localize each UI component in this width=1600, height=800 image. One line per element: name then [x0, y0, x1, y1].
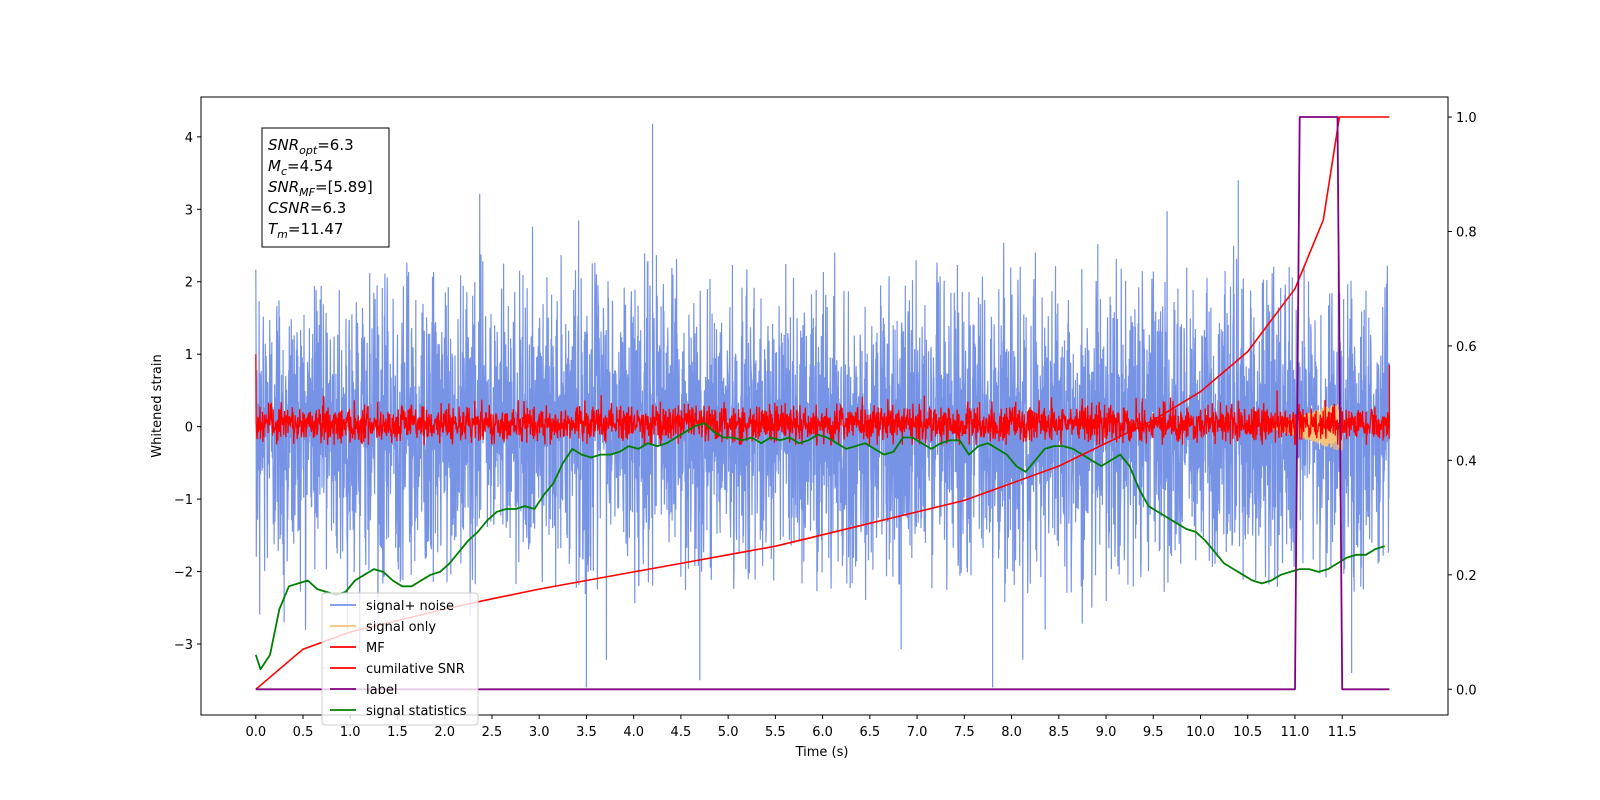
x-tick-label: 5.5: [765, 725, 786, 740]
x-tick-label: 1.0: [340, 725, 361, 740]
legend-entry: label: [330, 683, 397, 698]
x-tick-label: 0.0: [245, 725, 266, 740]
series-signal-statistics: [254, 422, 1385, 671]
y-tick-label: 2: [185, 276, 193, 291]
x-tick-label: 8.5: [1048, 725, 1069, 740]
legend: signal+ noise signal only MF cumilative SNR…: [321, 592, 479, 726]
legend-label: signal only: [366, 620, 436, 635]
legend-label: signal+ noise: [366, 599, 454, 614]
x-tick-label: 7.5: [954, 725, 975, 740]
y-tick-label: −1: [174, 493, 193, 508]
x-axis: 0.0 0.5 1.0 1.5 2.0 2.5 3.0 3.5 4.0 4.5 5.0 5.5 6.0 6…: [245, 715, 1357, 740]
y2-tick-label: 0.8: [1456, 225, 1477, 240]
info-box-line: Tm=11.47: [268, 220, 343, 241]
x-tick-label: 0.5: [293, 725, 314, 740]
x-tick-label: 2.5: [482, 725, 503, 740]
y-tick-label: 3: [185, 203, 193, 218]
y-tick-label: −2: [174, 566, 193, 581]
x-tick-label: 6.0: [812, 725, 833, 740]
x-tick-label: 8.0: [1001, 725, 1022, 740]
x-tick-label: 7.0: [907, 725, 928, 740]
x-tick-label: 1.5: [387, 725, 408, 740]
y2-tick-label: 0.6: [1456, 340, 1477, 355]
info-box-frame: [261, 127, 390, 248]
legend-entry: MF: [330, 641, 385, 656]
legend-entry: cumilative SNR: [330, 662, 465, 677]
info-box-line: SNRMF=[5.89]: [268, 178, 373, 199]
x-tick-label: 9.0: [1096, 725, 1117, 740]
y-tick-label: 4: [185, 131, 193, 146]
y-axis-left: −3 −2 −1 0 1 2 3 4: [174, 131, 201, 653]
legend-label: label: [366, 683, 397, 698]
x-tick-label: 2.0: [434, 725, 455, 740]
x-tick-label: 4.0: [623, 725, 644, 740]
legend-frame: [321, 592, 479, 726]
y2-tick-label: 0.4: [1456, 454, 1477, 469]
x-tick-label: 9.5: [1143, 725, 1164, 740]
legend-entry: signal only: [330, 620, 436, 635]
series-signal-noise: [255, 193, 1390, 660]
plot-frame: [200, 96, 1449, 716]
legend-entry: signal+ noise: [330, 599, 454, 614]
y2-tick-label: 0.2: [1456, 569, 1477, 584]
y-axis-label: Whitened strain: [150, 354, 165, 457]
x-tick-label: 5.0: [718, 725, 739, 740]
legend-label: MF: [366, 641, 385, 656]
series-label: [255, 116, 1390, 691]
y2-tick-label: 1.0: [1456, 111, 1477, 126]
x-tick-label: 3.0: [529, 725, 550, 740]
legend-label: cumilative SNR: [366, 662, 465, 677]
y-axis-right: 0.0 0.2 0.4 0.6 0.8 1.0: [1448, 111, 1477, 698]
x-tick-label: 11.0: [1280, 725, 1309, 740]
legend-label: signal statistics: [366, 704, 467, 719]
x-tick-label: 11.5: [1328, 725, 1357, 740]
x-axis-label: Time (s): [795, 745, 849, 760]
series-mf: [255, 354, 1391, 446]
info-box-line: Mc=4.54: [268, 157, 333, 178]
info-box-line: CSNR=6.3: [268, 199, 346, 217]
y-tick-label: 1: [185, 348, 193, 363]
x-tick-label: 10.0: [1186, 725, 1215, 740]
y-tick-label: 0: [185, 421, 193, 436]
x-tick-label: 10.5: [1233, 725, 1262, 740]
info-box-line: SNRopt=6.3: [268, 136, 354, 157]
series-layer: [254, 116, 1391, 691]
y2-tick-label: 0.0: [1456, 683, 1477, 698]
legend-entry: signal statistics: [330, 704, 467, 719]
x-tick-label: 6.5: [860, 725, 881, 740]
x-tick-label: 4.5: [671, 725, 692, 740]
y-tick-label: −3: [174, 638, 193, 653]
x-tick-label: 3.5: [576, 725, 597, 740]
